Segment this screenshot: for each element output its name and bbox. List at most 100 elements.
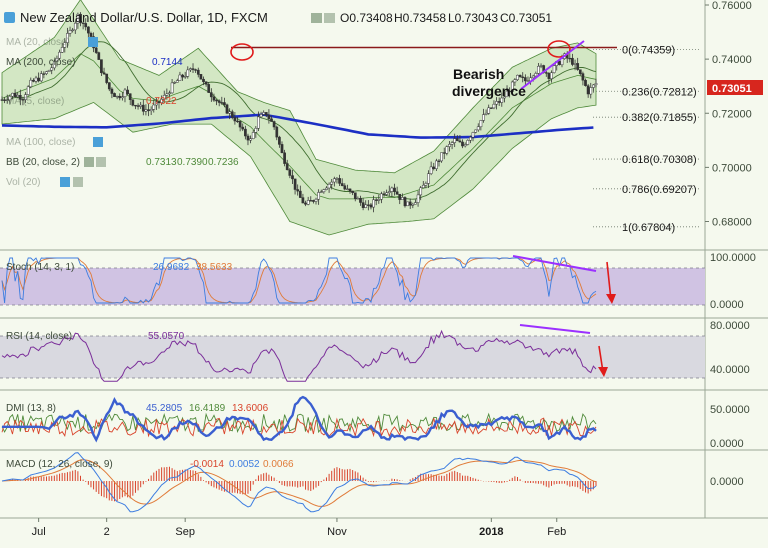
candle-body bbox=[183, 76, 187, 78]
price-pane[interactable]: Bearish divergence 0(0.74359) 0.236(0.728… bbox=[0, 0, 700, 236]
candle-body bbox=[401, 197, 404, 200]
legend-bb-label[interactable]: BB (20, close, 2) bbox=[6, 157, 80, 168]
legend-ma20-label[interactable]: MA (20, close) bbox=[6, 37, 70, 48]
candle-body bbox=[126, 89, 129, 95]
candle-body bbox=[233, 117, 237, 122]
stochastic-divergence-line bbox=[512, 255, 597, 272]
candle-body bbox=[228, 111, 232, 114]
candle-body bbox=[162, 95, 166, 100]
rsi-pane[interactable]: RSI (14, close) 55.0570 bbox=[0, 324, 705, 382]
dmi-axis-label-0: 0.0000 bbox=[710, 438, 744, 450]
candle-body bbox=[259, 114, 263, 118]
legend-bb-settings-icon[interactable] bbox=[84, 157, 94, 167]
candle-body bbox=[236, 120, 239, 123]
candle-body bbox=[73, 22, 77, 31]
candle-body bbox=[189, 68, 192, 71]
macd-value-hist: -0.0014 bbox=[190, 459, 224, 470]
candle-body bbox=[202, 78, 205, 83]
candle-body bbox=[398, 193, 402, 200]
legend-vol-label[interactable]: Vol (20) bbox=[6, 177, 40, 188]
dmi-label: DMI (13, 8) bbox=[6, 403, 56, 414]
price-axis-label: 0.74000 bbox=[712, 54, 752, 66]
candle-body bbox=[461, 141, 464, 147]
candle-body bbox=[32, 79, 35, 82]
candle-body bbox=[225, 104, 229, 114]
chart-header: New Zealand Dollar/U.S. Dollar, 1D, FXCM… bbox=[4, 10, 552, 25]
candle-body bbox=[348, 188, 352, 192]
candle-body bbox=[39, 73, 43, 82]
candle-body bbox=[42, 73, 46, 75]
candle-body bbox=[374, 199, 378, 201]
ma-200-line bbox=[1, 113, 594, 139]
candle-body bbox=[463, 144, 467, 147]
candle-body bbox=[29, 79, 33, 88]
legend-vol-settings-icon[interactable] bbox=[60, 177, 70, 187]
ma-20-line bbox=[1, 41, 597, 200]
candle-body bbox=[79, 13, 82, 23]
price-axis[interactable]: 0.76000 0.74000 0.72000 0.70000 0.68000 bbox=[705, 0, 752, 229]
stochastic-pane[interactable]: Stoch (14, 3, 1) 26.9682 38.5633 bbox=[0, 255, 705, 306]
candle-body bbox=[372, 199, 375, 208]
divergence-label-line2: divergence bbox=[452, 83, 526, 99]
fib-level-label: 1(0.67804) bbox=[622, 222, 675, 234]
macd-pane[interactable]: MACD (12, 26, close, 9) -0.0014 0.0052 0… bbox=[1, 452, 597, 513]
stochastic-label: Stoch (14, 3, 1) bbox=[6, 262, 74, 273]
header-visibility-icon[interactable] bbox=[324, 13, 335, 23]
fib-level-label: 0(0.74359) bbox=[622, 44, 675, 56]
legend-ma20-settings-icon[interactable] bbox=[88, 37, 98, 47]
candle-body bbox=[249, 138, 252, 141]
candle-body bbox=[492, 103, 496, 109]
rsi-axis-label-40: 40.0000 bbox=[710, 364, 750, 376]
candle-body bbox=[291, 175, 294, 180]
candle-body bbox=[592, 84, 595, 88]
candle-body bbox=[453, 138, 457, 143]
candle-body bbox=[63, 42, 67, 48]
candle-body bbox=[272, 121, 276, 128]
candle-body bbox=[204, 81, 208, 85]
candle-body bbox=[149, 109, 153, 112]
dmi-pane[interactable]: DMI (13, 8) 45.2805 16.4189 13.6006 bbox=[1, 395, 597, 443]
candle-body bbox=[215, 99, 218, 102]
candle-body bbox=[105, 73, 109, 83]
candle-body bbox=[544, 72, 548, 74]
legend-bb-visibility-icon[interactable] bbox=[96, 157, 106, 167]
stoch-axis-label-100: 100.0000 bbox=[710, 252, 756, 264]
macd-label: MACD (12, 26, close, 9) bbox=[6, 459, 113, 470]
candle-body bbox=[107, 82, 111, 90]
legend-ma100-settings-icon[interactable] bbox=[93, 137, 103, 147]
candle-body bbox=[442, 152, 446, 154]
stochastic-d-value: 38.5633 bbox=[196, 262, 233, 273]
legend-vol-visibility-icon[interactable] bbox=[73, 177, 83, 187]
candle-body bbox=[293, 178, 297, 190]
candle-body bbox=[21, 99, 25, 101]
candle-body bbox=[128, 93, 132, 100]
candle-body bbox=[440, 152, 443, 162]
candle-body bbox=[52, 61, 56, 69]
candle-body bbox=[346, 188, 349, 190]
candle-body bbox=[66, 33, 69, 43]
legend-ma5-label[interactable]: MA (5, close) bbox=[6, 96, 64, 107]
candle-body bbox=[16, 95, 20, 98]
candle-body bbox=[416, 194, 420, 203]
candle-body bbox=[58, 51, 61, 59]
candle-body bbox=[578, 69, 582, 74]
candle-body bbox=[118, 95, 122, 99]
last-price-value: 0.73051 bbox=[712, 83, 752, 95]
time-axis[interactable]: Jul 2 Sep Nov 2018 Feb bbox=[32, 518, 567, 538]
candle-body bbox=[471, 132, 475, 138]
candle-body bbox=[309, 200, 313, 202]
candle-body bbox=[139, 104, 143, 107]
candle-body bbox=[455, 138, 459, 142]
candle-body bbox=[278, 136, 281, 145]
chart-title[interactable]: New Zealand Dollar/U.S. Dollar, 1D, FXCM bbox=[20, 10, 268, 25]
candle-body bbox=[123, 89, 127, 97]
legend-ma100-label[interactable]: MA (100, close) bbox=[6, 137, 75, 148]
legend-ma200-label[interactable]: MA (200, close) bbox=[6, 57, 75, 68]
symbol-search-icon[interactable] bbox=[4, 12, 15, 23]
candle-body bbox=[576, 63, 580, 70]
candle-body bbox=[448, 144, 451, 147]
candle-body bbox=[469, 136, 472, 141]
candle-body bbox=[170, 82, 174, 94]
header-settings-icon[interactable] bbox=[311, 13, 322, 23]
candle-body bbox=[296, 189, 300, 192]
